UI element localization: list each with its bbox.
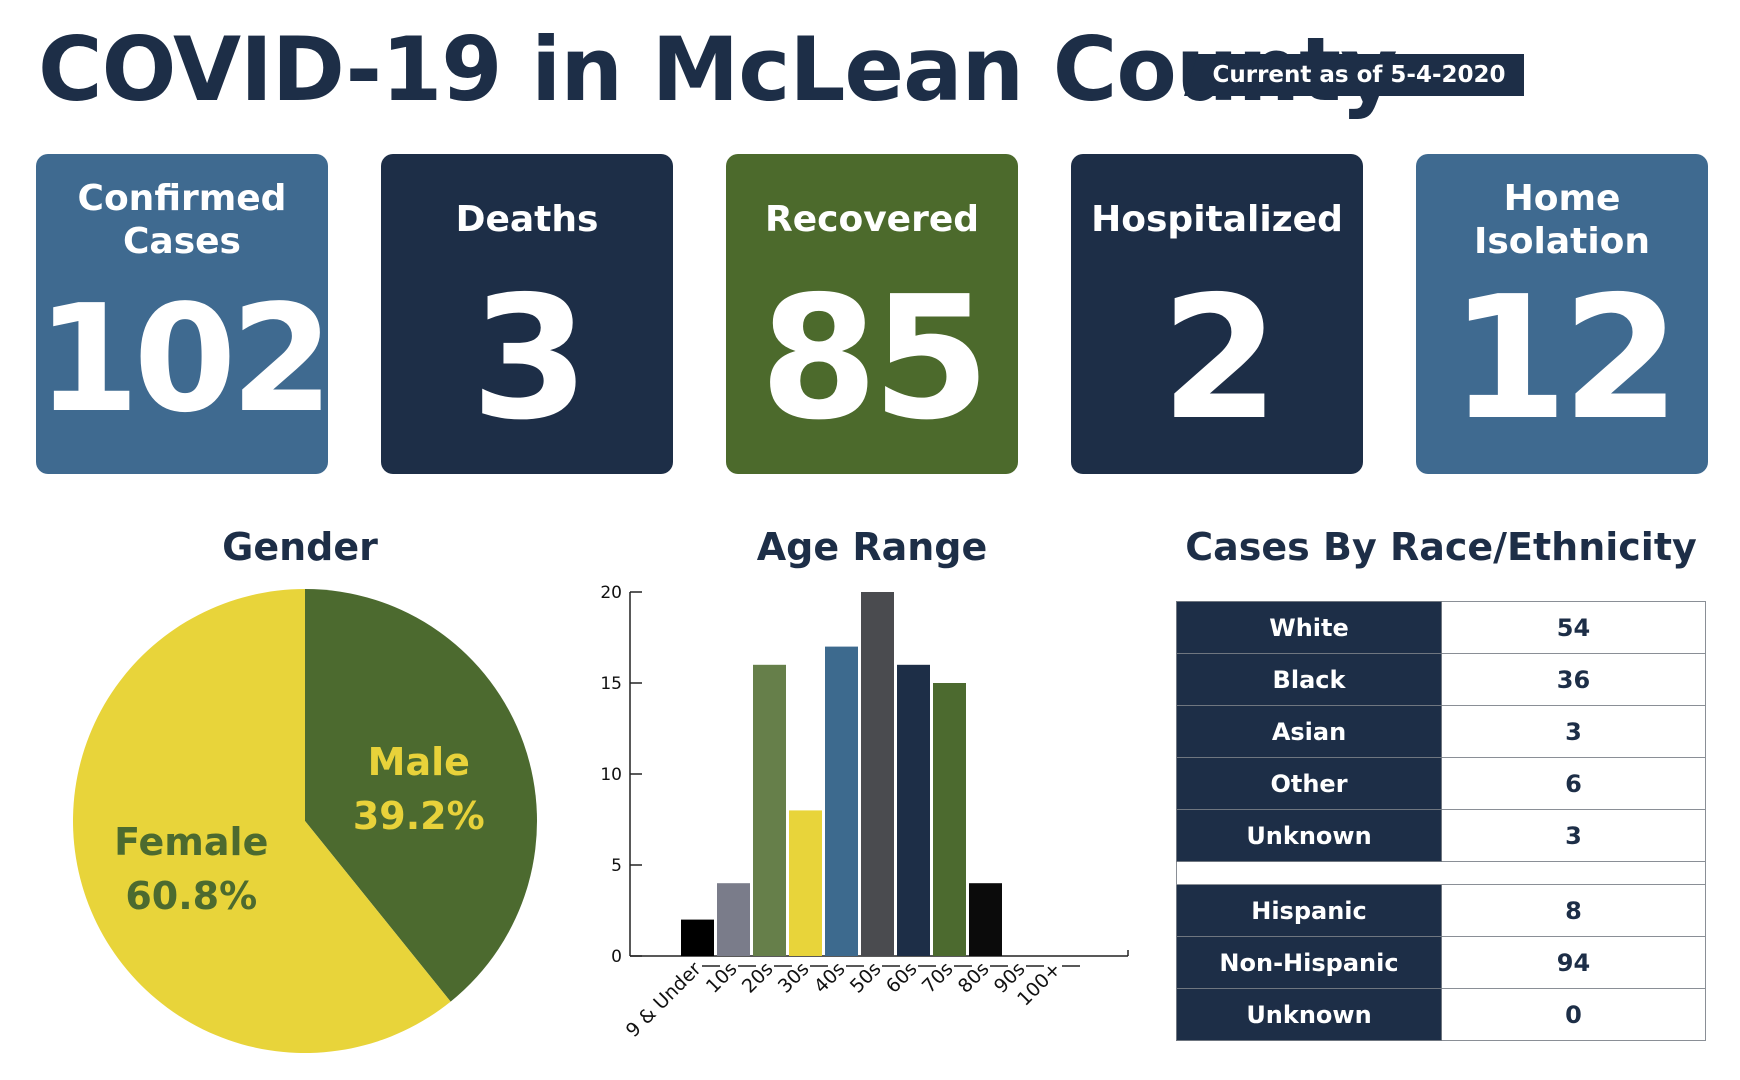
stat-label: Confirmed Cases xyxy=(77,177,287,262)
x-tick-label: 70s xyxy=(918,958,958,998)
table-row: White 54 xyxy=(1176,601,1706,654)
x-tick-label: 30s xyxy=(774,958,814,998)
race-label: Unknown xyxy=(1176,809,1442,862)
table-row: Unknown 0 xyxy=(1176,988,1706,1041)
ethnicity-label: Hispanic xyxy=(1176,884,1442,937)
pie-slice-male xyxy=(305,589,537,1002)
stat-card-home-isolation: Home Isolation 12 xyxy=(1416,154,1708,474)
x-tick-label: 10s xyxy=(702,958,742,998)
ethnicity-count: 0 xyxy=(1441,988,1706,1041)
age-title: Age Range xyxy=(756,525,988,569)
ethnicity-label: Non-Hispanic xyxy=(1176,936,1442,989)
pie-label-female: Female xyxy=(114,820,268,864)
race-count: 6 xyxy=(1441,757,1706,810)
stat-value: 85 xyxy=(759,260,991,458)
gender-pie-chart: Male 39.2% Female 60.8% xyxy=(72,589,537,1053)
x-tick-label: 40s xyxy=(810,958,850,998)
stat-label: Deaths xyxy=(455,199,599,241)
pie-slice-female xyxy=(72,589,451,1053)
stat-value: 3 xyxy=(470,260,589,458)
y-tick-label: 10 xyxy=(600,765,622,785)
stat-value: 12 xyxy=(1449,260,1681,458)
stat-value: 102 xyxy=(36,273,334,445)
x-tick-label: 9 & Under xyxy=(622,958,706,1042)
x-tick-label: 50s xyxy=(846,958,886,998)
y-tick-label: 20 xyxy=(600,583,622,603)
table-row: Non-Hispanic 94 xyxy=(1176,936,1706,989)
gender-title: Gender xyxy=(222,525,378,569)
table-spacer xyxy=(1176,861,1706,885)
stat-label: Hospitalized xyxy=(1091,199,1343,241)
stat-card-hospitalized: Hospitalized 2 xyxy=(1071,154,1363,474)
y-tick-label: 0 xyxy=(611,947,622,967)
as-of-badge: Current as of 5-4-2020 xyxy=(1184,54,1524,96)
race-title: Cases By Race/Ethnicity xyxy=(1185,525,1697,569)
pie-value-female: 60.8% xyxy=(125,874,257,918)
race-count: 54 xyxy=(1441,601,1706,654)
stat-label: Home Isolation xyxy=(1473,177,1651,262)
y-tick-label: 5 xyxy=(611,856,622,876)
race-count: 36 xyxy=(1441,653,1706,706)
table-row: Asian 3 xyxy=(1176,705,1706,758)
bar-60s xyxy=(897,664,930,956)
stat-value: 2 xyxy=(1160,260,1279,458)
bar-50s xyxy=(861,592,894,956)
bar-80s xyxy=(969,883,1002,956)
stat-card-recovered: Recovered 85 xyxy=(726,154,1018,474)
race-label: Other xyxy=(1176,757,1442,810)
ethnicity-count: 8 xyxy=(1441,884,1706,937)
race-label: Black xyxy=(1176,653,1442,706)
race-count: 3 xyxy=(1441,809,1706,862)
x-tick-label: 20s xyxy=(738,958,778,998)
ethnicity-count: 94 xyxy=(1441,936,1706,989)
bar-10s xyxy=(717,883,750,956)
table-row: Hispanic 8 xyxy=(1176,884,1706,937)
race-label: White xyxy=(1176,601,1442,654)
table-spacer-row xyxy=(1176,861,1706,885)
pie-value-male: 39.2% xyxy=(353,794,485,838)
stat-label: Recovered xyxy=(764,199,980,241)
bar-20s xyxy=(753,664,786,956)
bar-70s xyxy=(933,683,966,956)
stat-card-confirmed: Confirmed Cases 102 xyxy=(36,154,334,474)
stat-card-deaths: Deaths 3 xyxy=(381,154,673,474)
table-row: Other 6 xyxy=(1176,757,1706,810)
race-ethnicity-table: White 54 Black 36 Asian 3 Other 6 Unknown 3 H… xyxy=(1176,601,1706,1041)
table-row: Unknown 3 xyxy=(1176,809,1706,862)
race-label: Asian xyxy=(1176,705,1442,758)
x-tick-label: 80s xyxy=(954,958,994,998)
bar-30s xyxy=(789,810,822,956)
age-bar-chart: 0 5 10 15 20 9 & Under10s20s30s40s50s60s70s80… xyxy=(600,583,1129,1042)
ethnicity-label: Unknown xyxy=(1176,988,1442,1041)
pie-label-male: Male xyxy=(368,740,470,784)
race-count: 3 xyxy=(1441,705,1706,758)
bar-9-under xyxy=(681,919,714,956)
table-row: Black 36 xyxy=(1176,653,1706,706)
page-title: COVID-19 in McLean County xyxy=(38,18,1398,121)
y-tick-label: 15 xyxy=(600,674,622,694)
bar-40s xyxy=(825,646,858,956)
x-tick-label: 60s xyxy=(882,958,922,998)
